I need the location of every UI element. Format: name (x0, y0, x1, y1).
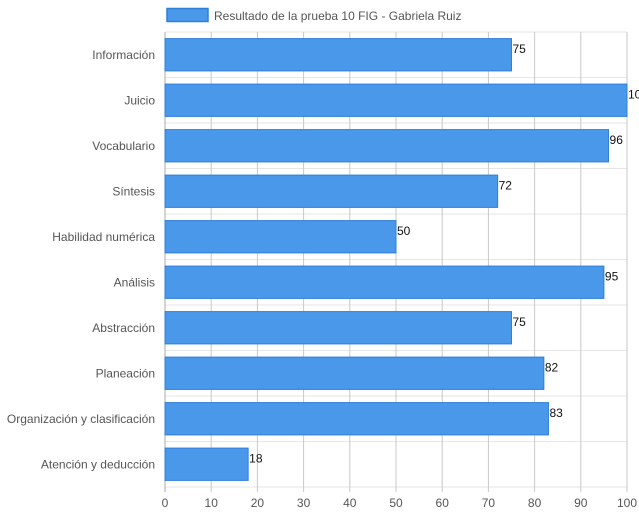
bar[interactable] (164, 356, 545, 390)
bar[interactable] (164, 220, 397, 254)
data-label: 83 (549, 406, 563, 420)
category-label: Vocabulario (92, 139, 155, 153)
x-tick-label: 100 (617, 496, 637, 510)
legend[interactable]: Resultado de la prueba 10 FIG - Gabriela… (166, 7, 461, 24)
category-label: Información (92, 48, 155, 62)
category-label: Planeación (96, 366, 155, 380)
data-label: 96 (610, 133, 624, 147)
x-tick-label: 30 (297, 496, 311, 510)
data-label: 75 (513, 315, 527, 329)
bar[interactable] (164, 83, 628, 117)
data-label: 18 (249, 451, 263, 465)
x-tick-label: 10 (205, 496, 219, 510)
category-label: Abstracción (92, 321, 155, 335)
category-label: Juicio (124, 93, 155, 107)
x-tick-label: 0 (162, 496, 169, 510)
category-label: Habilidad numérica (52, 230, 155, 244)
x-tick-label: 90 (574, 496, 588, 510)
bar[interactable] (164, 129, 610, 163)
data-label: 95 (605, 269, 619, 283)
bar[interactable] (164, 265, 605, 299)
bar[interactable] (164, 174, 499, 208)
data-labels: 75 100 96 72 50 95 75 82 83 18 (249, 42, 639, 466)
data-label: 50 (397, 224, 411, 238)
x-tick-label: 20 (251, 496, 265, 510)
legend-swatch (166, 7, 209, 23)
x-tick-label: 50 (389, 496, 403, 510)
category-label: Organización y clasificación (7, 412, 155, 426)
bar[interactable] (164, 38, 512, 72)
bars (164, 38, 628, 481)
category-label: Análisis (114, 275, 155, 289)
bar[interactable] (164, 402, 549, 436)
data-label: 75 (513, 42, 527, 56)
x-tick-label: 70 (482, 496, 496, 510)
category-label: Atención y deducción (41, 457, 155, 471)
value-axis: 0 10 20 30 40 50 60 70 80 90 100 (162, 496, 638, 510)
data-label: 100 (628, 87, 639, 101)
bar[interactable] (164, 447, 249, 481)
bar[interactable] (164, 311, 512, 345)
x-tick-label: 40 (343, 496, 357, 510)
legend-label: Resultado de la prueba 10 FIG - Gabriela… (214, 9, 461, 23)
x-tick-label: 60 (436, 496, 450, 510)
category-label: Síntesis (112, 184, 155, 198)
category-axis: Información Juicio Vocabulario Síntesis Habi… (7, 48, 155, 472)
x-tick-label: 80 (528, 496, 542, 510)
data-label: 72 (499, 178, 513, 192)
data-label: 82 (545, 360, 559, 374)
